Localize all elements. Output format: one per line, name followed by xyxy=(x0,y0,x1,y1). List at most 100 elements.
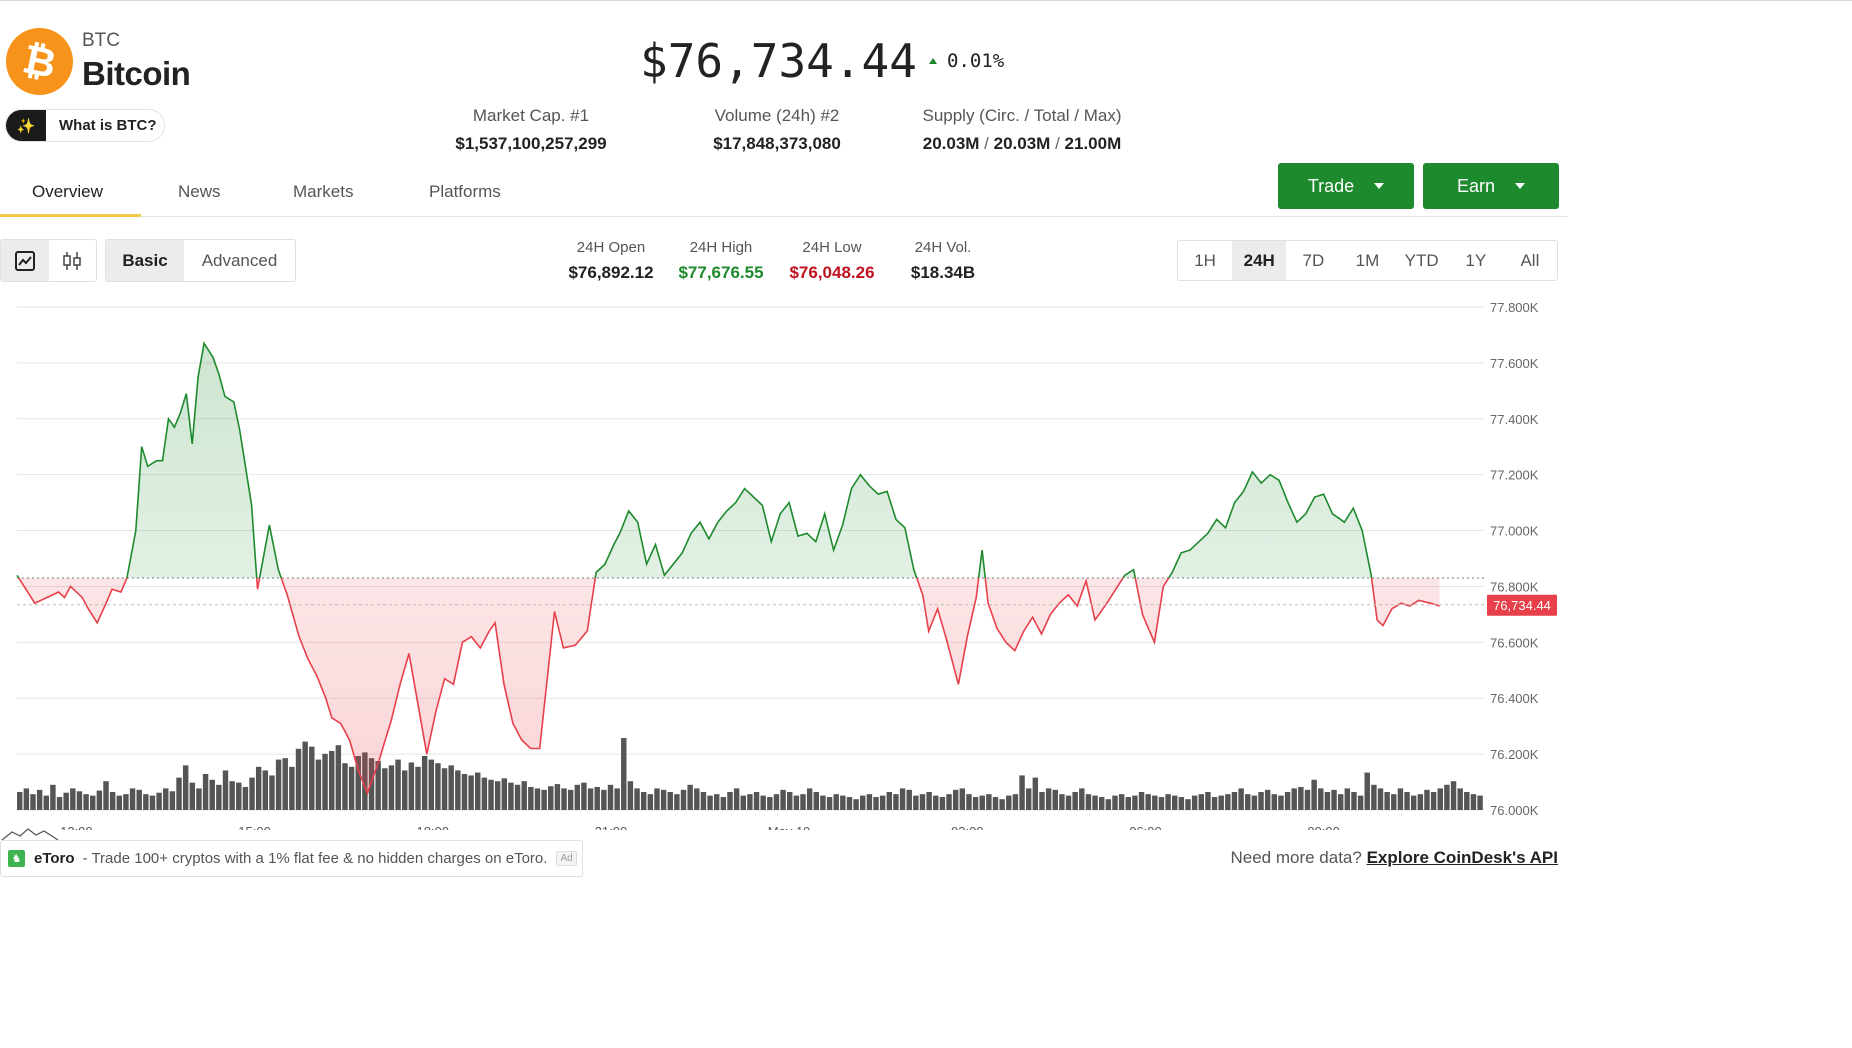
volume-bar xyxy=(428,759,434,810)
volume-bar xyxy=(282,758,288,810)
volume-bar xyxy=(1284,792,1291,810)
tab-overview[interactable]: Overview xyxy=(32,182,103,201)
volume-bar xyxy=(1424,789,1430,810)
range-1m[interactable]: 1M xyxy=(1355,250,1380,270)
volume-bar xyxy=(415,766,421,810)
up-arrow-icon xyxy=(929,58,937,64)
volume-bar xyxy=(461,774,468,810)
etoro-ad-banner[interactable]: ♞ eToro - Trade 100+ cryptos with a 1% f… xyxy=(0,840,583,877)
volume-bar xyxy=(680,789,687,810)
volume-bar xyxy=(1112,795,1118,810)
supply-stat: Supply (Circ. / Total / Max) 20.03M / 20… xyxy=(906,106,1138,154)
advanced-mode-button[interactable]: Advanced xyxy=(201,250,278,270)
tab-platforms[interactable]: Platforms xyxy=(429,182,501,201)
volume-bar xyxy=(382,768,388,810)
trade-label: Trade xyxy=(1307,175,1355,196)
sparkle-icon: ✨ xyxy=(6,110,46,141)
volume-bar xyxy=(800,794,806,810)
earn-button[interactable]: Earn xyxy=(1423,163,1559,209)
volume-bar xyxy=(986,794,992,810)
tab-news[interactable]: News xyxy=(178,182,221,201)
volume-bar xyxy=(1231,792,1238,810)
volume-bar xyxy=(567,789,574,810)
volume-bar xyxy=(614,788,620,810)
volume-bar xyxy=(375,761,381,810)
volume-bar xyxy=(1205,792,1211,810)
volume-bar xyxy=(1125,797,1131,810)
volume-bar xyxy=(216,784,222,810)
coin-symbol: BTC xyxy=(82,30,120,51)
volume-bar xyxy=(1012,794,1019,810)
volume-bar xyxy=(1165,794,1171,810)
volume-bar xyxy=(727,792,733,810)
volume-bar xyxy=(1052,789,1058,810)
volume-bar xyxy=(481,777,488,810)
volume-bar xyxy=(355,756,361,810)
volume-bar xyxy=(455,770,461,810)
volume-bar xyxy=(753,792,760,810)
range-7d[interactable]: 7D xyxy=(1302,250,1325,270)
volume-bar xyxy=(342,763,348,810)
tab-markets[interactable]: Markets xyxy=(293,182,354,201)
day-stat-label: 24H Open xyxy=(576,239,646,256)
volume-bar xyxy=(129,788,136,810)
trade-button[interactable]: Trade xyxy=(1278,163,1414,209)
earn-label: Earn xyxy=(1456,175,1496,196)
volume-bar xyxy=(548,786,554,810)
volume-bar xyxy=(621,738,627,810)
stat-value: $17,848,373,080 xyxy=(713,134,841,153)
range-1h[interactable]: 1H xyxy=(1194,250,1216,270)
volume-bar xyxy=(388,765,395,810)
explore-api-link[interactable]: Explore CoinDesk's API xyxy=(1366,848,1558,867)
y-tick-label: 76.400K xyxy=(1490,691,1539,706)
range-1y[interactable]: 1Y xyxy=(1465,250,1487,270)
volume-bar xyxy=(793,795,800,810)
volume-bar xyxy=(561,788,567,810)
volume-bar xyxy=(1178,797,1185,810)
more-data-text: Need more data? xyxy=(1230,848,1362,867)
volume-bar xyxy=(123,794,129,810)
line-chart-button[interactable] xyxy=(1,240,49,281)
basic-mode-button[interactable]: Basic xyxy=(106,240,184,281)
volume-bar xyxy=(846,797,853,810)
day-volume-stat: 24H Vol. $18.34B xyxy=(893,239,993,283)
range-all[interactable]: All xyxy=(1520,250,1540,270)
volume-bar xyxy=(946,794,952,810)
volume-bar xyxy=(1025,788,1032,810)
volume-bar xyxy=(494,781,501,810)
volume-bar xyxy=(528,786,534,810)
volume-bar xyxy=(1198,794,1205,810)
volume-bar xyxy=(879,795,886,810)
volume-bar xyxy=(647,794,654,810)
range-ytd[interactable]: YTD xyxy=(1404,250,1439,270)
volume-bar xyxy=(43,795,49,810)
volume-bar xyxy=(1152,795,1158,810)
volume-bar xyxy=(435,763,441,810)
volume-bar xyxy=(601,789,607,810)
volume-bar xyxy=(1331,789,1337,810)
volume-bar xyxy=(90,795,96,810)
volume-stat: Volume (24h) #2 $17,848,373,080 xyxy=(700,106,854,154)
what-is-btc-button[interactable]: ✨ What is BTC? xyxy=(5,109,165,142)
volume-bar xyxy=(1351,792,1357,810)
price-chart[interactable]: 76.000K 76.200K 76.400K 76.600K 76.800K 77.00… xyxy=(0,290,1568,830)
volume-bar xyxy=(979,795,985,810)
candlestick-chart-button[interactable] xyxy=(49,240,97,281)
volume-bar xyxy=(328,750,335,810)
volume-bar xyxy=(1039,792,1045,810)
current-price-label: 76,734.44 xyxy=(1493,598,1551,613)
top-border xyxy=(0,0,1852,1)
volume-bar xyxy=(136,789,142,810)
volume-bar xyxy=(1324,792,1331,810)
day-stat-value: $77,676.55 xyxy=(678,263,764,282)
volume-bar xyxy=(1019,775,1025,810)
volume-bar xyxy=(840,795,846,810)
supply-separator: / xyxy=(1055,134,1060,153)
current-price: $76,734.44 xyxy=(640,34,917,88)
volume-bar xyxy=(992,797,999,810)
volume-bar xyxy=(1477,795,1483,810)
volume-bar xyxy=(275,759,282,810)
range-24h[interactable]: 24H xyxy=(1232,241,1287,280)
volume-bar xyxy=(1391,794,1397,810)
volume-bar xyxy=(1311,779,1317,810)
